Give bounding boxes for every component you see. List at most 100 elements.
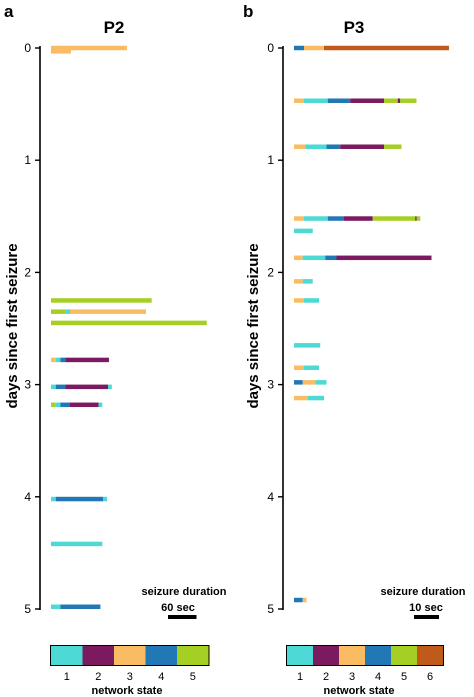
panel-a-seizure-segment-state-3 (51, 45, 127, 51)
panel-b-title: P3 (344, 18, 365, 37)
panel-a-seizure-segment-state-3 (51, 357, 56, 363)
panel-a-y-tick-label: 0 (24, 41, 31, 55)
panel-b-seizure-bars (294, 45, 449, 603)
panel-b-seizure-segment-state-2 (397, 98, 401, 103)
panel-b-y-ticks: 0 1 2 3 4 5 (267, 41, 283, 616)
panel-b-legend-label-2: 2 (323, 671, 329, 683)
panel-a-seizure-segment-state-1 (108, 384, 112, 390)
panel-a-legend-swatch-1 (51, 646, 83, 665)
panel-a-legend-swatch-3 (114, 646, 146, 665)
panel-b-seizure-segment-state-3 (294, 255, 303, 261)
panel-b-seizure-segment-state-1 (304, 365, 319, 371)
panel-a-seizure-segment-state-1 (51, 541, 103, 547)
panel-b-legend-swatch-5 (391, 646, 417, 665)
panel-b-seizure-segment-state-3 (294, 144, 306, 149)
panel-a-seizure-segment-state-2 (70, 402, 99, 408)
panel-a-seizure-segment-state-4 (55, 384, 66, 390)
panel-a-scale-bar (168, 615, 197, 619)
panel-a-y-ticks: 0 1 2 3 4 5 (24, 41, 40, 616)
panel-b-seizure-segment-state-3 (294, 279, 303, 284)
panel-a-y-tick-label: 2 (24, 265, 31, 279)
panel-a: a P2 days since first seizure 0 1 2 3 4 5 sei… (4, 2, 227, 697)
panel-b-seizure-segment-state-3 (294, 365, 304, 371)
panel-b-legend-swatch-4 (365, 646, 391, 665)
panel-a-legend-label-1: 1 (64, 671, 70, 683)
panel-b-legend-label-5: 5 (401, 671, 407, 683)
panel-a-legend-title: network state (92, 685, 163, 697)
panel-b-y-axis-label: days since first seizure (245, 243, 262, 408)
panel-a-seizure-segment-state-4 (55, 496, 104, 502)
panel-b-seizure-segment-state-6 (324, 45, 449, 51)
panel-a-seizure-segment-state-1 (55, 357, 61, 363)
panel-b-seizure-segment-state-2 (336, 255, 432, 261)
panel-a-seizure-segment-state-1 (98, 402, 103, 408)
panel-b-scale-bar-label: seizure duration (381, 586, 466, 598)
panel-b-scale-bar-line (414, 615, 439, 619)
panel-b-y-tick-label: 3 (267, 378, 274, 392)
panel-b-legend-label-6: 6 (427, 671, 433, 683)
panel-a-seizure-segment-state-5 (51, 320, 207, 326)
panel-a-y-tick-label: 4 (24, 490, 31, 504)
panel-b-network-state-legend: 1 2 3 4 5 6 (286, 645, 444, 683)
panel-a-seizure-segment-state-3 (51, 49, 71, 54)
panel-b-y-tick-label: 0 (267, 41, 274, 55)
panel-a-seizure-segment-state-3 (70, 309, 146, 314)
panel-letter-b: b (243, 2, 253, 21)
panel-b-legend-swatch-3 (339, 646, 365, 665)
panel-b-seizure-segment-state-1 (304, 216, 328, 221)
panel-b-y-tick-label: 1 (267, 153, 274, 167)
panel-b-seizure-segment-state-1 (294, 343, 321, 348)
panel-b: b P3 days since first seizure 0 1 2 3 4 5 sei… (243, 2, 466, 697)
panel-a-legend-label-2: 2 (95, 671, 101, 683)
panel-b-seizure-segment-state-4 (327, 216, 344, 221)
panel-b-scale-bar-value: 10 sec (409, 602, 443, 614)
panel-b-y-tick-label: 4 (267, 490, 274, 504)
panel-a-y-tick-label: 5 (24, 602, 31, 616)
panel-b-seizure-segment-state-1 (307, 395, 324, 401)
panel-a-legend-label-4: 4 (158, 671, 164, 683)
panel-b-seizure-segment-state-5 (400, 98, 417, 103)
panel-b-seizure-segment-state-4 (325, 255, 337, 261)
panel-a-legend-label-3: 3 (127, 671, 133, 683)
panel-b-seizure-segment-state-5 (384, 98, 398, 103)
panel-a-seizure-segment-state-1 (51, 604, 61, 610)
panel-b-scale-bar (414, 615, 439, 619)
panel-a-seizure-segment-state-1 (55, 402, 61, 408)
panel-b-seizure-segment-state-3 (294, 395, 308, 401)
panel-a-scale-bar-line (168, 615, 197, 619)
panel-b-y-tick-label: 2 (267, 265, 274, 279)
panel-a-legend-swatch-5 (177, 646, 209, 665)
panel-a-seizure-bars (51, 45, 207, 610)
panel-a-seizure-segment-state-5 (51, 309, 66, 314)
panel-b-seizure-segment-state-1 (302, 279, 313, 284)
panel-a-seizure-segment-state-2 (65, 357, 109, 363)
panel-a-seizure-segment-state-1 (103, 496, 108, 502)
panel-a-title: P2 (104, 18, 125, 37)
panel-a-y-tick-label: 1 (24, 153, 31, 167)
panel-b-legend-label-3: 3 (349, 671, 355, 683)
panel-b-seizure-segment-state-2 (350, 98, 384, 103)
panel-a-scale-bar-value: 60 sec (161, 602, 195, 614)
panel-b-legend-swatch-1 (287, 646, 313, 665)
panel-a-seizure-segment-state-5 (51, 298, 152, 303)
panel-b-seizure-segment-state-2 (340, 144, 384, 149)
panel-a-seizure-segment-state-2 (65, 384, 108, 390)
panel-b-seizure-segment-state-3 (294, 98, 304, 103)
panel-b-seizure-segment-state-1 (302, 255, 326, 261)
panel-b-seizure-segment-state-5 (416, 216, 421, 221)
panel-b-seizure-segment-state-1 (304, 298, 319, 303)
panel-b-seizure-segment-state-4 (294, 45, 304, 51)
panel-a-network-state-legend: 1 2 3 4 5 (50, 645, 210, 683)
panel-b-seizure-segment-state-4 (294, 380, 303, 385)
panel-b-seizure-segment-state-3 (294, 298, 304, 303)
panel-b-seizure-segment-state-4 (294, 597, 303, 603)
panel-b-seizure-segment-state-1 (294, 228, 313, 234)
panel-a-y-axis-label: days since first seizure (4, 243, 21, 408)
panel-b-legend-title: network state (324, 685, 395, 697)
panel-a-seizure-segment-state-5 (51, 402, 56, 408)
panel-a-legend-label-5: 5 (190, 671, 196, 683)
panel-a-seizure-segment-state-1 (51, 384, 56, 390)
panel-b-y-tick-label: 5 (267, 602, 274, 616)
panel-b-seizure-segment-state-4 (326, 144, 341, 149)
